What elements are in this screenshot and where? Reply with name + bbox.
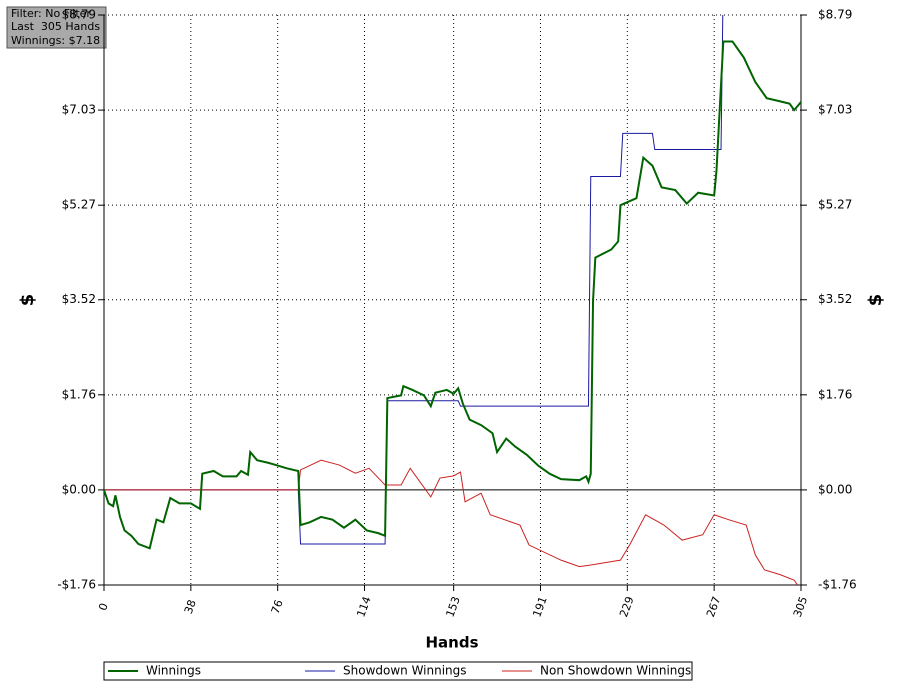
y-tick-label: $0.00 <box>62 482 96 496</box>
y-tick-label: $1.76 <box>62 387 96 401</box>
x-axis-title: Hands <box>425 634 478 652</box>
legend-label: Winnings <box>146 664 201 678</box>
series-line <box>104 40 801 550</box>
winnings-text: Winnings: $7.18 <box>11 34 100 47</box>
x-tick-label: 76 <box>269 598 286 616</box>
y2-tick-label: -$1.76 <box>818 578 857 592</box>
y-tick-label: $3.52 <box>62 292 96 306</box>
y-tick-label: $5.27 <box>62 198 96 212</box>
y-tick-label: $7.03 <box>62 103 96 117</box>
series-line <box>104 15 724 545</box>
hands-text: Last 305 Hands <box>11 20 100 33</box>
series-line <box>104 459 799 585</box>
y2-tick-label: $8.79 <box>818 8 852 22</box>
y2-tick-label: $7.03 <box>818 103 852 117</box>
filter-box <box>6 6 107 49</box>
y-axis-title: $ <box>17 294 38 307</box>
y2-tick-label: $0.00 <box>818 482 852 496</box>
y2-tick-label: $1.76 <box>818 387 852 401</box>
x-tick-label: 38 <box>182 598 199 616</box>
plot-area <box>104 15 801 585</box>
y-tick-label: $8.79 <box>62 8 96 22</box>
legend-label: Non Showdown Winnings <box>540 664 691 678</box>
legend <box>103 661 693 681</box>
y2-tick-label: $5.27 <box>818 198 852 212</box>
x-tick-label: 0 <box>96 601 111 612</box>
y2-axis-title: $ <box>865 294 886 307</box>
y-tick-label: -$1.76 <box>57 578 96 592</box>
legend-label: Showdown Winnings <box>343 664 467 678</box>
y2-tick-label: $3.52 <box>818 292 852 306</box>
filter-text: Filter: No Filter <box>11 7 91 20</box>
